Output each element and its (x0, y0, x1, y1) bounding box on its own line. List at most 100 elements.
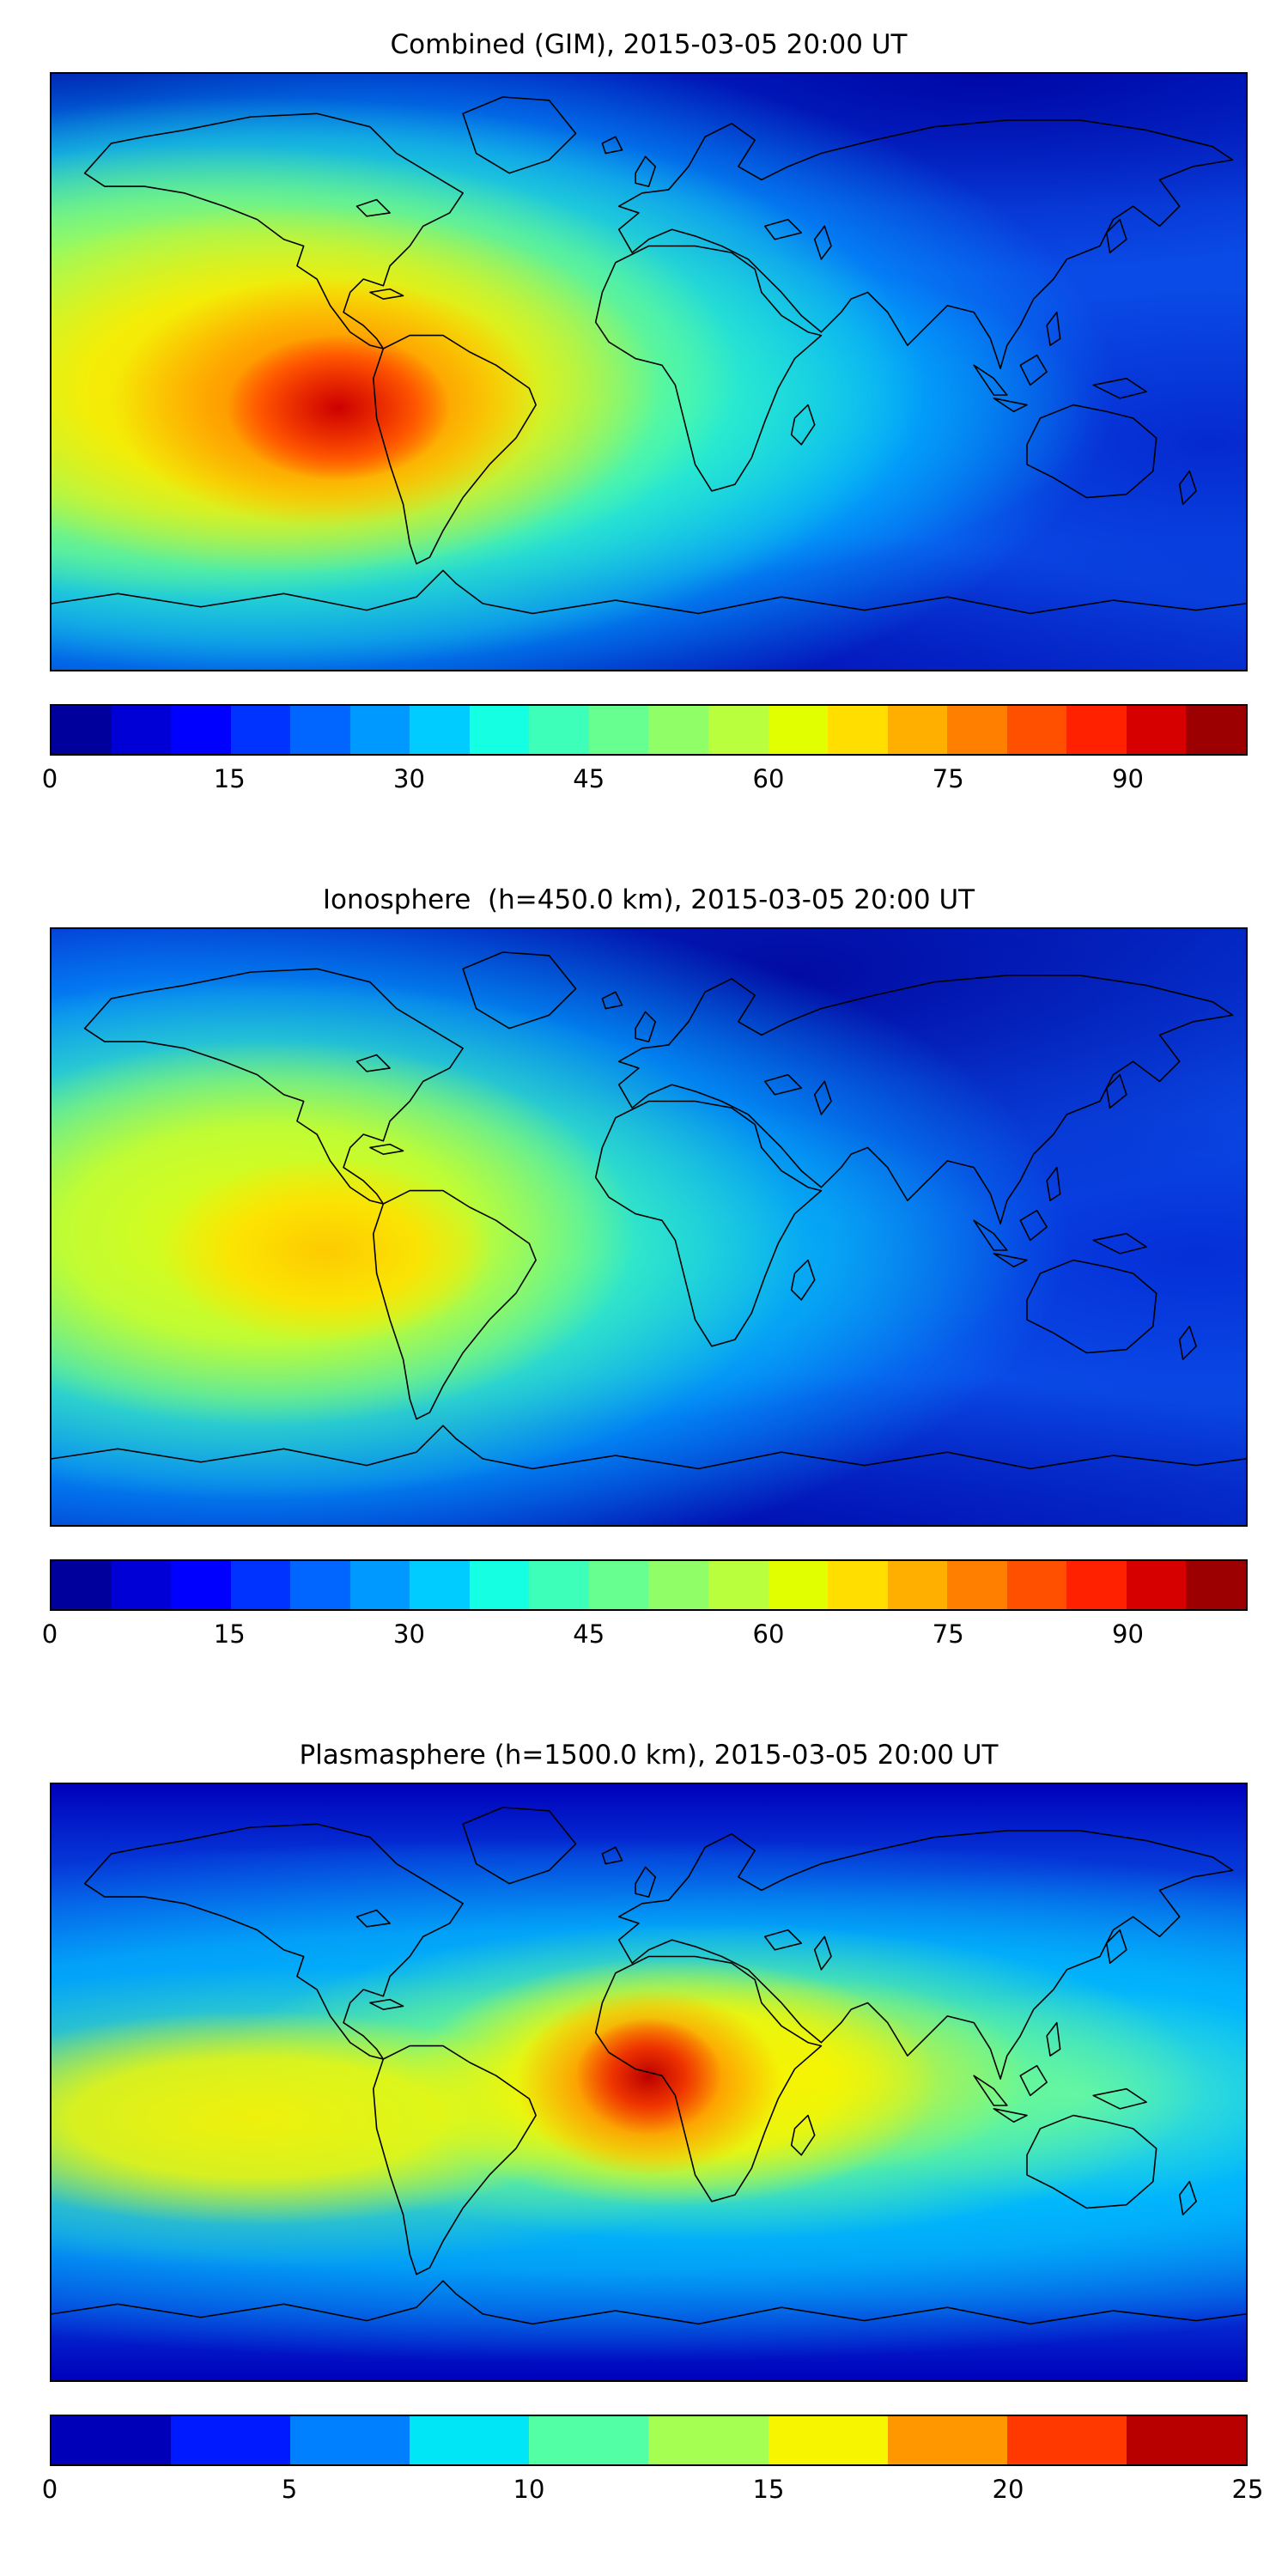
colorbar-segment (887, 706, 948, 754)
coast-madagascar (792, 2116, 815, 2155)
panel-plasmasphere: Plasmasphere (h=1500.0 km), 2015-03-05 2… (42, 1736, 1264, 2509)
colorbar-segment (1006, 1561, 1067, 1609)
colorbar-tick-label: 15 (213, 764, 246, 793)
colorbar-tick-label: 5 (281, 2475, 298, 2504)
colorbar-tick-label: 90 (1112, 764, 1144, 793)
coast-eurasia (619, 975, 1233, 1224)
coast-cuba (370, 289, 404, 300)
colorbar-segment (52, 2416, 172, 2464)
colorbar-segment (648, 706, 709, 754)
coast-java (993, 398, 1027, 411)
coast-new-zealand (1180, 471, 1196, 505)
panel-combined: Combined (GIM), 2015-03-05 20:00 UT (42, 26, 1248, 799)
colorbar-ticks-combined: 0 15 30 45 60 75 90 (42, 759, 1248, 799)
coast-black-sea (765, 220, 802, 240)
colorbar-segment (230, 706, 291, 754)
coast-great-lakes (356, 200, 390, 216)
colorbar-segment (529, 2416, 649, 2464)
coast-north-america (85, 113, 463, 349)
coast-britain (635, 156, 655, 186)
colorbar-tick-label: 20 (992, 2475, 1024, 2504)
colorbar-segment (529, 1561, 589, 1609)
coast-north-america (85, 1824, 463, 2059)
colorbar-tick-label: 60 (752, 1619, 785, 1649)
colorbar-segment (1126, 706, 1187, 754)
coast-africa (596, 1101, 822, 1346)
colorbar-plasmasphere (50, 2415, 1248, 2466)
colorbar-segment (52, 706, 112, 754)
coast-south-america (374, 1191, 536, 1419)
colorbar-tick-label: 90 (1112, 1619, 1144, 1649)
coast-borneo (1020, 355, 1047, 386)
colorbar-segment (290, 706, 350, 754)
tec-map-plasmasphere (50, 1783, 1248, 2382)
coastlines-overlay (52, 74, 1246, 670)
coast-south-america (374, 2046, 536, 2275)
coast-black-sea (765, 1930, 802, 1950)
colorbar-segment (1126, 1561, 1187, 1609)
colorbar-tick-label: 10 (513, 2475, 545, 2504)
colorbar-segment (111, 706, 172, 754)
colorbar-tick-label: 75 (932, 1619, 964, 1649)
coast-britain (635, 1867, 655, 1897)
coast-antarctica (52, 570, 1246, 613)
colorbar-combined (50, 704, 1248, 756)
colorbar-tick-label: 45 (573, 764, 605, 793)
coast-africa (596, 1956, 822, 2201)
colorbar-segment (588, 1561, 649, 1609)
colorbar-segment (111, 1561, 172, 1609)
coast-iceland (602, 992, 622, 1008)
coast-iceland (602, 137, 622, 153)
colorbar-segment (349, 1561, 410, 1609)
coast-japan (1107, 1930, 1127, 1964)
coast-greenland (463, 1807, 575, 1884)
coast-borneo (1020, 1211, 1047, 1241)
colorbar-segment (469, 706, 530, 754)
coast-new-guinea (1093, 2089, 1146, 2109)
tec-map-ionosphere (50, 927, 1248, 1527)
colorbar-segment (290, 2416, 410, 2464)
colorbar-segment (410, 1561, 470, 1609)
colorbar-segment (290, 1561, 350, 1609)
colorbar-segment (349, 706, 410, 754)
coast-britain (635, 1012, 655, 1042)
coast-great-lakes (356, 1055, 390, 1072)
colorbar-segment (648, 1561, 709, 1609)
coast-black-sea (765, 1075, 802, 1095)
panel-title-ionosphere: Ionosphere (h=450.0 km), 2015-03-05 20:0… (322, 884, 975, 915)
coastlines-overlay (52, 1784, 1246, 2380)
colorbar-segment (947, 1561, 1007, 1609)
coast-australia (1027, 2116, 1157, 2208)
colorbar-tick-label: 15 (213, 1619, 246, 1649)
coast-antarctica (52, 2281, 1246, 2324)
coast-philippines (1047, 1168, 1060, 1201)
colorbar-segment (1186, 706, 1246, 754)
coast-caspian-sea (815, 1936, 831, 1970)
panel-title-plasmasphere: Plasmasphere (h=1500.0 km), 2015-03-05 2… (299, 1740, 999, 1771)
coastlines-overlay (52, 929, 1246, 1525)
coast-cuba (370, 1145, 404, 1155)
coast-java (993, 1254, 1027, 1267)
colorbar-segment (230, 1561, 291, 1609)
colorbar-segment (171, 1561, 231, 1609)
colorbar-segment (410, 706, 470, 754)
coast-sumatra (974, 1220, 1007, 1250)
coast-caspian-sea (815, 1081, 831, 1115)
coast-eurasia (619, 120, 1233, 368)
colorbar-segment (1066, 706, 1127, 754)
coast-japan (1107, 220, 1127, 253)
figure: Combined (GIM), 2015-03-05 20:00 UT (42, 26, 1264, 2509)
colorbar-segment (768, 1561, 829, 1609)
colorbar-tick-label: 15 (752, 2475, 785, 2504)
colorbar-segment (768, 2416, 888, 2464)
colorbar-segment (708, 1561, 769, 1609)
coast-australia (1027, 405, 1157, 498)
coast-greenland (463, 97, 575, 173)
coast-madagascar (792, 405, 815, 445)
coast-cuba (370, 2000, 404, 2010)
coast-greenland (463, 952, 575, 1029)
coast-borneo (1020, 2066, 1047, 2096)
colorbar-segment (52, 1561, 112, 1609)
panel-title-combined: Combined (GIM), 2015-03-05 20:00 UT (390, 29, 908, 60)
coast-sumatra (974, 365, 1007, 395)
